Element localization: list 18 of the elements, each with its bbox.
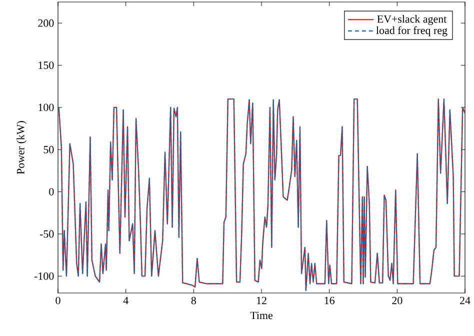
y-tick-label: 100 bbox=[38, 104, 54, 112]
x-tick-label: 12 bbox=[256, 296, 266, 304]
legend-label: load for freq reg bbox=[376, 26, 448, 36]
x-tick-label: 20 bbox=[392, 296, 402, 304]
y-tick-label: 200 bbox=[38, 19, 54, 27]
y-tick-label: 50 bbox=[44, 146, 54, 154]
y-tick-label: 0 bbox=[49, 188, 54, 196]
x-tick-label: 8 bbox=[191, 296, 196, 304]
x-tick-label: 4 bbox=[123, 296, 128, 304]
x-tick-label: 16 bbox=[324, 296, 334, 304]
legend-label: EV+slack agent bbox=[377, 15, 447, 25]
y-tick-label: -100 bbox=[34, 272, 54, 280]
y-tick-label: 150 bbox=[38, 62, 54, 69]
x-tick-label: 24 bbox=[460, 296, 470, 304]
y-axis-title: Power (kW) bbox=[16, 121, 27, 174]
y-tick-label: -50 bbox=[40, 230, 54, 238]
x-tick-label: 0 bbox=[56, 296, 60, 304]
x-axis-title: Time bbox=[250, 312, 272, 320]
